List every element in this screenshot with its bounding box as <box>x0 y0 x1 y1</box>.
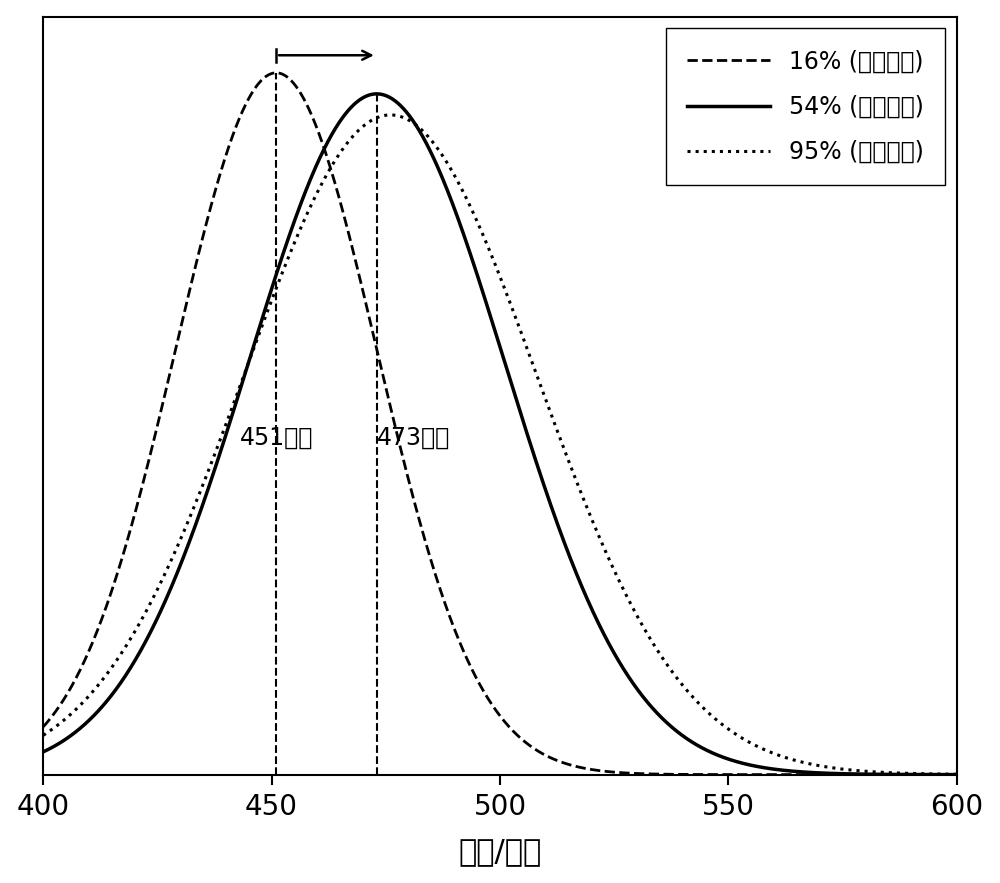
54% (相对湿度) <box>925 769 937 780</box>
16% (相对湿度) <box>458 646 470 657</box>
95% (相对湿度) <box>924 768 936 779</box>
Line: 54% (相对湿度): 54% (相对湿度) <box>43 94 957 774</box>
16% (相对湿度) <box>951 769 963 780</box>
95% (相对湿度) <box>37 730 49 741</box>
16% (相对湿度) <box>757 769 769 780</box>
Text: 473纳米: 473纳米 <box>377 426 450 449</box>
95% (相对湿度) <box>84 690 96 700</box>
54% (相对湿度) <box>951 769 963 780</box>
16% (相对湿度) <box>925 769 937 780</box>
16% (相对湿度) <box>482 693 494 704</box>
Legend: 16% (相对湿度), 54% (相对湿度), 95% (相对湿度): 16% (相对湿度), 54% (相对湿度), 95% (相对湿度) <box>666 28 945 185</box>
54% (相对湿度) <box>84 714 96 725</box>
16% (相对湿度) <box>924 769 936 780</box>
54% (相对湿度) <box>924 769 936 780</box>
16% (相对湿度) <box>270 67 282 78</box>
54% (相对湿度) <box>757 762 769 773</box>
95% (相对湿度) <box>482 241 494 252</box>
95% (相对湿度) <box>757 743 769 754</box>
Line: 95% (相对湿度): 95% (相对湿度) <box>43 115 957 774</box>
X-axis label: 波长/纳米: 波长/纳米 <box>458 837 542 866</box>
54% (相对湿度) <box>482 303 494 313</box>
54% (相对湿度) <box>371 88 383 99</box>
95% (相对湿度) <box>925 768 937 779</box>
95% (相对湿度) <box>458 187 470 198</box>
Text: 451纳米: 451纳米 <box>239 426 313 449</box>
54% (相对湿度) <box>37 746 49 757</box>
95% (相对湿度) <box>385 109 397 120</box>
16% (相对湿度) <box>37 721 49 732</box>
54% (相对湿度) <box>458 230 470 240</box>
Line: 16% (相对湿度): 16% (相对湿度) <box>43 72 957 774</box>
95% (相对湿度) <box>951 769 963 780</box>
16% (相对湿度) <box>84 644 96 654</box>
